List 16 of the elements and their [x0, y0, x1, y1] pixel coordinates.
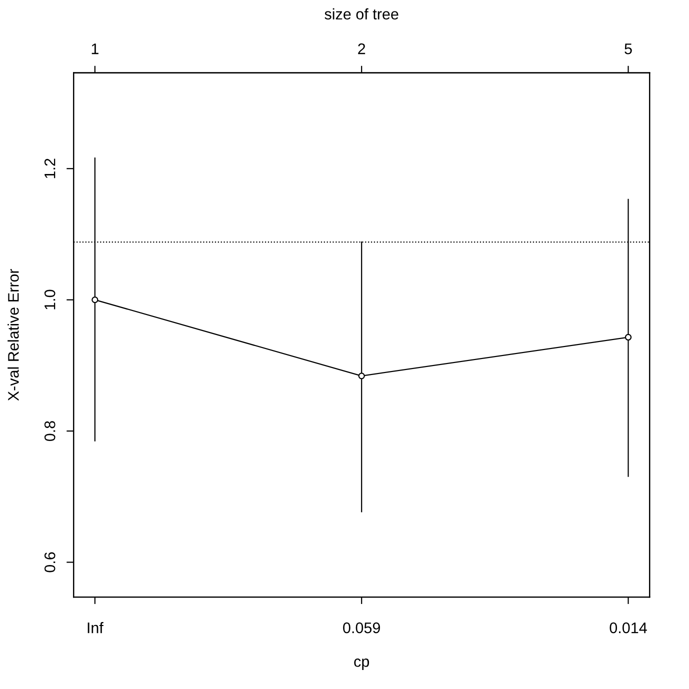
y-tick-label: 0.8 — [44, 421, 56, 442]
x-tick-label: 0.014 — [610, 622, 647, 634]
x-axis-title: cp — [354, 658, 370, 670]
point — [358, 372, 365, 380]
x-tick-label: Inf — [88, 622, 104, 634]
text: 1 — [92, 44, 98, 54]
text: 5 — [624, 44, 632, 54]
point — [624, 334, 632, 341]
y-axis-title: X-val Relative Error — [8, 268, 19, 401]
x-tick-label: 0.059 — [343, 622, 380, 634]
y-tick-label: 0.6 — [44, 552, 56, 572]
point — [92, 296, 98, 304]
y-tick-label: 1.0 — [44, 290, 56, 310]
x2-axis-title: size of tree — [324, 8, 398, 20]
y-tick-label: 1.2 — [44, 158, 56, 178]
text: 2 — [358, 43, 366, 54]
